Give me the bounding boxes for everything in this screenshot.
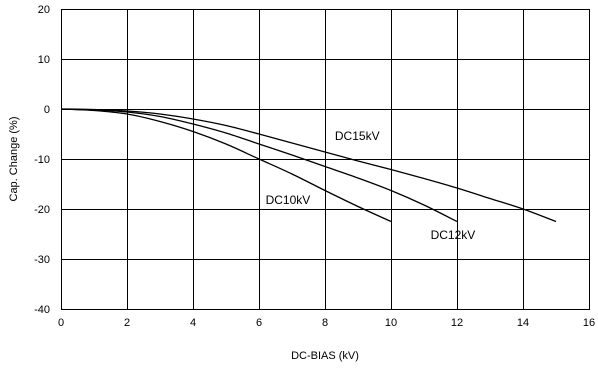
series-label-dc15kv: DC15kV	[335, 129, 380, 143]
series-label-dc10kv: DC10kV	[266, 193, 311, 207]
y-tick-label: -20	[34, 204, 50, 216]
x-tick-label: 16	[583, 317, 595, 329]
y-axis-title: Cap. Change (%)	[8, 117, 20, 202]
x-tick-label: 2	[124, 317, 130, 329]
x-tick-label: 8	[322, 317, 328, 329]
y-tick-label: 10	[38, 54, 50, 66]
x-tick-labels: 0 2 4 6 8 10 12 14 16	[58, 317, 595, 329]
x-axis-title: DC-BIAS (kV)	[291, 350, 359, 362]
grid-lines	[61, 9, 590, 310]
x-tick-label: 0	[58, 317, 64, 329]
plot-frame	[61, 9, 590, 310]
y-tick-label: 0	[44, 104, 50, 116]
series-line-dc12kv	[60, 108, 458, 223]
x-tick-label: 6	[256, 317, 262, 329]
series-label-dc12kv: DC12kV	[431, 228, 476, 242]
x-tick-label: 4	[190, 317, 196, 329]
y-tick-label: -10	[34, 154, 50, 166]
y-tick-label: -30	[34, 254, 50, 266]
series-labels: DC15kV DC10kV DC12kV	[266, 129, 476, 242]
series-line-dc10kv	[60, 108, 392, 223]
series-lines	[60, 108, 557, 223]
x-tick-label: 12	[451, 317, 463, 329]
y-tick-label: 20	[38, 4, 50, 16]
x-tick-label: 10	[385, 317, 397, 329]
y-tick-label: -40	[34, 304, 50, 316]
y-tick-labels: 20 10 0 -10 -20 -30 -40	[34, 4, 50, 316]
series-line-dc15kv	[60, 108, 557, 223]
x-tick-label: 14	[517, 317, 529, 329]
